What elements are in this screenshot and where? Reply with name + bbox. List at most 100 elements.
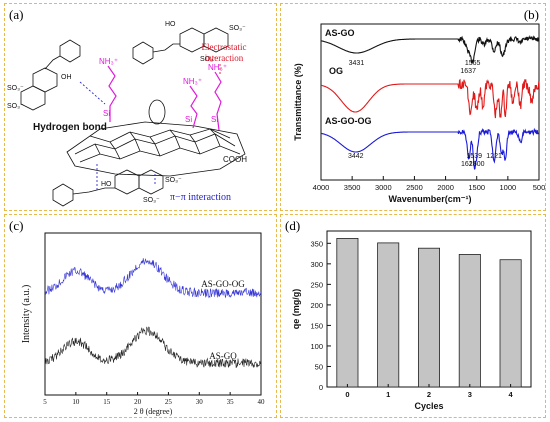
top-dye-hydroxyl: HO <box>165 21 176 28</box>
x-tick-label-1: 10 <box>72 398 80 406</box>
y-axis-label: Transmittance (%) <box>293 63 303 141</box>
x-tick-label-1: 1 <box>386 390 390 399</box>
silane-linkers <box>107 65 222 131</box>
amine-label-3: NH₃⁺ <box>208 63 227 72</box>
plot-frame <box>44 232 262 396</box>
x-tick-label-6: 35 <box>227 398 235 406</box>
graphene-lattice-5 <box>109 128 216 150</box>
y-tick-label-3: 150 <box>310 321 323 330</box>
graphene-lattice-4 <box>94 133 221 160</box>
panel-d-reuse-bar-chart: 0 50 100 150 200 250 300 350 0 1 2 3 4 Cycles qe (mg/g… <box>280 214 546 418</box>
graphene-sheet <box>66 99 246 177</box>
x-tick-label-0: 0 <box>345 390 349 399</box>
x-tick-label-4: 4 <box>509 390 514 399</box>
y-axis-label: qe (mg/g) <box>291 289 301 330</box>
x-tick-label-0: 5 <box>43 398 47 406</box>
silicon-label-3: Si <box>211 115 218 124</box>
hydrogen-bond-link <box>79 81 106 105</box>
electrostatic-interaction-label: interaction <box>205 53 244 63</box>
bar-cycle-2 <box>417 247 440 388</box>
linker-1 <box>107 65 117 122</box>
series-line-og <box>320 78 540 119</box>
xrd-chart-svg: 5 10 15 20 25 30 35 40 2 θ (degree) Intensity (a.… <box>21 232 266 416</box>
panel-d-label: (d) <box>285 218 301 233</box>
bottom-dye-hydroxyl: HO <box>101 181 112 188</box>
series-label-as-go-og: AS-GO-OG <box>325 116 372 126</box>
x-tick-label-4: 2000 <box>437 183 454 192</box>
x-tick-label-3: 3 <box>468 390 472 399</box>
plot-frame <box>320 23 540 181</box>
panel-c-xrd-chart: 5 10 15 20 25 30 35 40 2 θ (degree) Intensity (a.… <box>4 214 277 418</box>
y-tick-label-7: 350 <box>310 239 323 248</box>
series-label-as-go: AS-GO <box>209 351 237 361</box>
linker-2 <box>189 85 198 129</box>
panel-c-label: (c) <box>9 218 24 233</box>
series-line-as-go <box>44 326 261 369</box>
linker-3 <box>214 71 222 131</box>
pi-pi-links <box>96 164 156 192</box>
peak-label-1565: 1565 <box>465 60 481 67</box>
bar-cycle-4 <box>499 259 522 388</box>
hydrogen-bond-label: Hydrogen bond <box>33 122 107 133</box>
left-dye-sulfonate-2: SO₃⁻ <box>7 103 24 110</box>
silicon-label-2: Si <box>185 115 192 124</box>
peak-label-1637: 1637 <box>460 68 476 75</box>
bar-chart-svg: 0 50 100 150 200 250 300 350 0 1 2 3 4 Cycles qe (mg/g… <box>291 230 532 411</box>
series-line-as-go <box>320 34 540 65</box>
schematic-drawing: NH₃⁺ NH₃⁺ NH₃⁺ Si Si Si COOH HO SO₃⁻ SO₃… <box>7 21 247 207</box>
y-tick-label-6: 300 <box>310 260 323 269</box>
peak-label-1628: 1628 <box>461 161 477 168</box>
x-axis-label: 2 θ (degree) <box>134 407 173 416</box>
graphene-lattice-2 <box>79 145 241 163</box>
x-tick-label-1: 3500 <box>344 183 361 192</box>
bottom-dye-sulfonate-2: SO₃⁻ <box>143 197 160 204</box>
epoxy-ring <box>148 99 166 125</box>
bar-cycle-1 <box>377 242 400 388</box>
x-tick-label-4: 25 <box>165 398 173 406</box>
x-tick-label-0: 4000 <box>313 183 330 192</box>
x-axis-label: Cycles <box>414 401 443 411</box>
panel-b-ftir-chart: 4000 3500 3000 2500 2000 1500 1000 500 Wavenumbe… <box>280 3 546 211</box>
x-tick-label-2: 2 <box>427 390 431 399</box>
amine-label-1: NH₃⁺ <box>99 57 118 66</box>
peak-label-1539: 1539 <box>466 153 482 160</box>
cooh-label: COOH <box>223 155 247 164</box>
bar-cycle-0 <box>336 237 359 388</box>
x-tick-label-3: 2500 <box>406 183 423 192</box>
peak-label-1500: 1500 <box>469 161 485 168</box>
x-axis-label: Wavenumber(cm⁻¹) <box>389 194 472 204</box>
series-line-as-go-og <box>44 258 262 299</box>
panel-a-schematic: NH₃⁺ NH₃⁺ NH₃⁺ Si Si Si COOH HO SO₃⁻ SO₃… <box>4 3 277 211</box>
y-tick-label-4: 200 <box>310 301 323 310</box>
bottom-dye-sulfonate-1: SO₃⁻ <box>165 177 182 184</box>
bar-cycle-3 <box>458 254 481 388</box>
silicon-label-1: Si <box>103 109 110 118</box>
x-tick-label-7: 40 <box>258 398 266 406</box>
peak-label-3442: 3442 <box>348 153 364 160</box>
panel-b-label: (b) <box>523 7 539 22</box>
y-tick-label-5: 250 <box>310 280 323 289</box>
x-tick-label-2: 3000 <box>375 183 392 192</box>
y-axis-label: Intensity (a.u.) <box>21 285 32 344</box>
x-tick-label-5: 30 <box>196 398 204 406</box>
left-dye-molecule <box>20 39 81 111</box>
graphene-outline <box>66 121 246 177</box>
series-line-as-go-og <box>320 127 540 170</box>
ftir-chart-svg: 4000 3500 3000 2500 2000 1500 1000 500 Wavenumbe… <box>293 23 545 204</box>
y-tick-label-2: 100 <box>310 342 323 351</box>
top-dye-sulfonate-2: SO₃⁻ <box>200 56 217 63</box>
x-tick-label-6: 1000 <box>500 183 517 192</box>
top-dye-sulfonate-1: SO₃⁻ <box>229 25 246 32</box>
panel-a-label: (a) <box>9 7 24 22</box>
electrostatic-label: Electrostatic <box>202 42 247 52</box>
x-tick-label-2: 15 <box>103 398 111 406</box>
x-tick-label-3: 20 <box>134 398 142 406</box>
amine-label-2: NH₃⁺ <box>183 77 202 86</box>
pi-pi-label: π−π interaction <box>170 192 231 203</box>
y-tick-label-0: 0 <box>319 383 323 392</box>
series-label-as-go: AS-GO <box>325 28 355 38</box>
left-dye-sulfonate-1: SO₃⁻ <box>7 85 24 92</box>
series-label-as-go-og: AS-GO-OG <box>201 279 245 289</box>
peak-label-3431: 3431 <box>349 60 365 67</box>
left-dye-oh: OH <box>61 74 72 81</box>
